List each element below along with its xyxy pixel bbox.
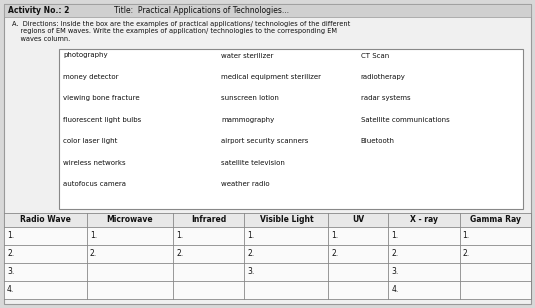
Text: color laser light: color laser light	[63, 138, 117, 144]
Text: medical equipment sterilizer: medical equipment sterilizer	[221, 74, 322, 80]
Text: Bluetooth: Bluetooth	[361, 138, 395, 144]
Text: UV: UV	[353, 216, 364, 225]
Bar	[4, 245, 531, 263]
Text: Satellite communications: Satellite communications	[361, 117, 449, 123]
Text: 2.: 2.	[176, 249, 184, 258]
Text: 3.: 3.	[391, 268, 399, 277]
Text: autofocus camera: autofocus camera	[63, 181, 126, 187]
Text: fluorescent light bulbs: fluorescent light bulbs	[63, 117, 141, 123]
Text: 2.: 2.	[391, 249, 399, 258]
Text: 2.: 2.	[332, 249, 339, 258]
Text: 2.: 2.	[7, 249, 14, 258]
Text: Infrared: Infrared	[191, 216, 226, 225]
Text: A.  Directions: Inside the box are the examples of practical applications/ techn: A. Directions: Inside the box are the ex…	[12, 21, 350, 27]
Text: 2.: 2.	[90, 249, 97, 258]
Text: weather radio: weather radio	[221, 181, 270, 187]
Text: Microwave: Microwave	[106, 216, 154, 225]
Text: 1.: 1.	[7, 232, 14, 241]
Text: sunscreen lotion: sunscreen lotion	[221, 95, 279, 101]
Text: mammography: mammography	[221, 117, 274, 123]
Text: viewing bone fracture: viewing bone fracture	[63, 95, 140, 101]
Text: Gamma Ray: Gamma Ray	[470, 216, 521, 225]
Text: 2.: 2.	[248, 249, 255, 258]
Text: Title:  Practical Applications of Technologies...: Title: Practical Applications of Technol…	[114, 6, 289, 15]
Text: radiotherapy: radiotherapy	[361, 74, 406, 80]
Text: wireless networks: wireless networks	[63, 160, 126, 166]
Text: 1.: 1.	[248, 232, 255, 241]
Text: 1.: 1.	[176, 232, 184, 241]
Text: CT Scan: CT Scan	[361, 52, 389, 59]
Bar	[4, 281, 531, 299]
Text: water sterilizer: water sterilizer	[221, 52, 274, 59]
Text: regions of EM waves. Write the examples of application/ technologies to the corr: regions of EM waves. Write the examples …	[12, 29, 337, 34]
Text: waves column.: waves column.	[12, 36, 70, 42]
Text: airport security scanners: airport security scanners	[221, 138, 309, 144]
Bar	[4, 263, 531, 281]
Text: 3.: 3.	[7, 268, 14, 277]
Bar	[4, 227, 531, 245]
Text: 2.: 2.	[463, 249, 470, 258]
Text: radar systems: radar systems	[361, 95, 410, 101]
Text: Radio Wave: Radio Wave	[20, 216, 71, 225]
Text: 1.: 1.	[332, 232, 339, 241]
Text: 1.: 1.	[463, 232, 470, 241]
Text: money detector: money detector	[63, 74, 118, 80]
Text: X - ray: X - ray	[410, 216, 438, 225]
Text: Activity No.: 2: Activity No.: 2	[8, 6, 70, 15]
Text: 4.: 4.	[391, 286, 399, 294]
Text: satellite television: satellite television	[221, 160, 285, 166]
Bar	[59, 48, 523, 209]
Text: 3.: 3.	[248, 268, 255, 277]
Text: 1.: 1.	[391, 232, 399, 241]
Text: 4.: 4.	[7, 286, 14, 294]
Text: photography: photography	[63, 52, 108, 59]
Bar	[4, 4, 531, 17]
Text: Visible Light: Visible Light	[259, 216, 314, 225]
Text: 1.: 1.	[90, 232, 97, 241]
Bar	[4, 213, 531, 227]
